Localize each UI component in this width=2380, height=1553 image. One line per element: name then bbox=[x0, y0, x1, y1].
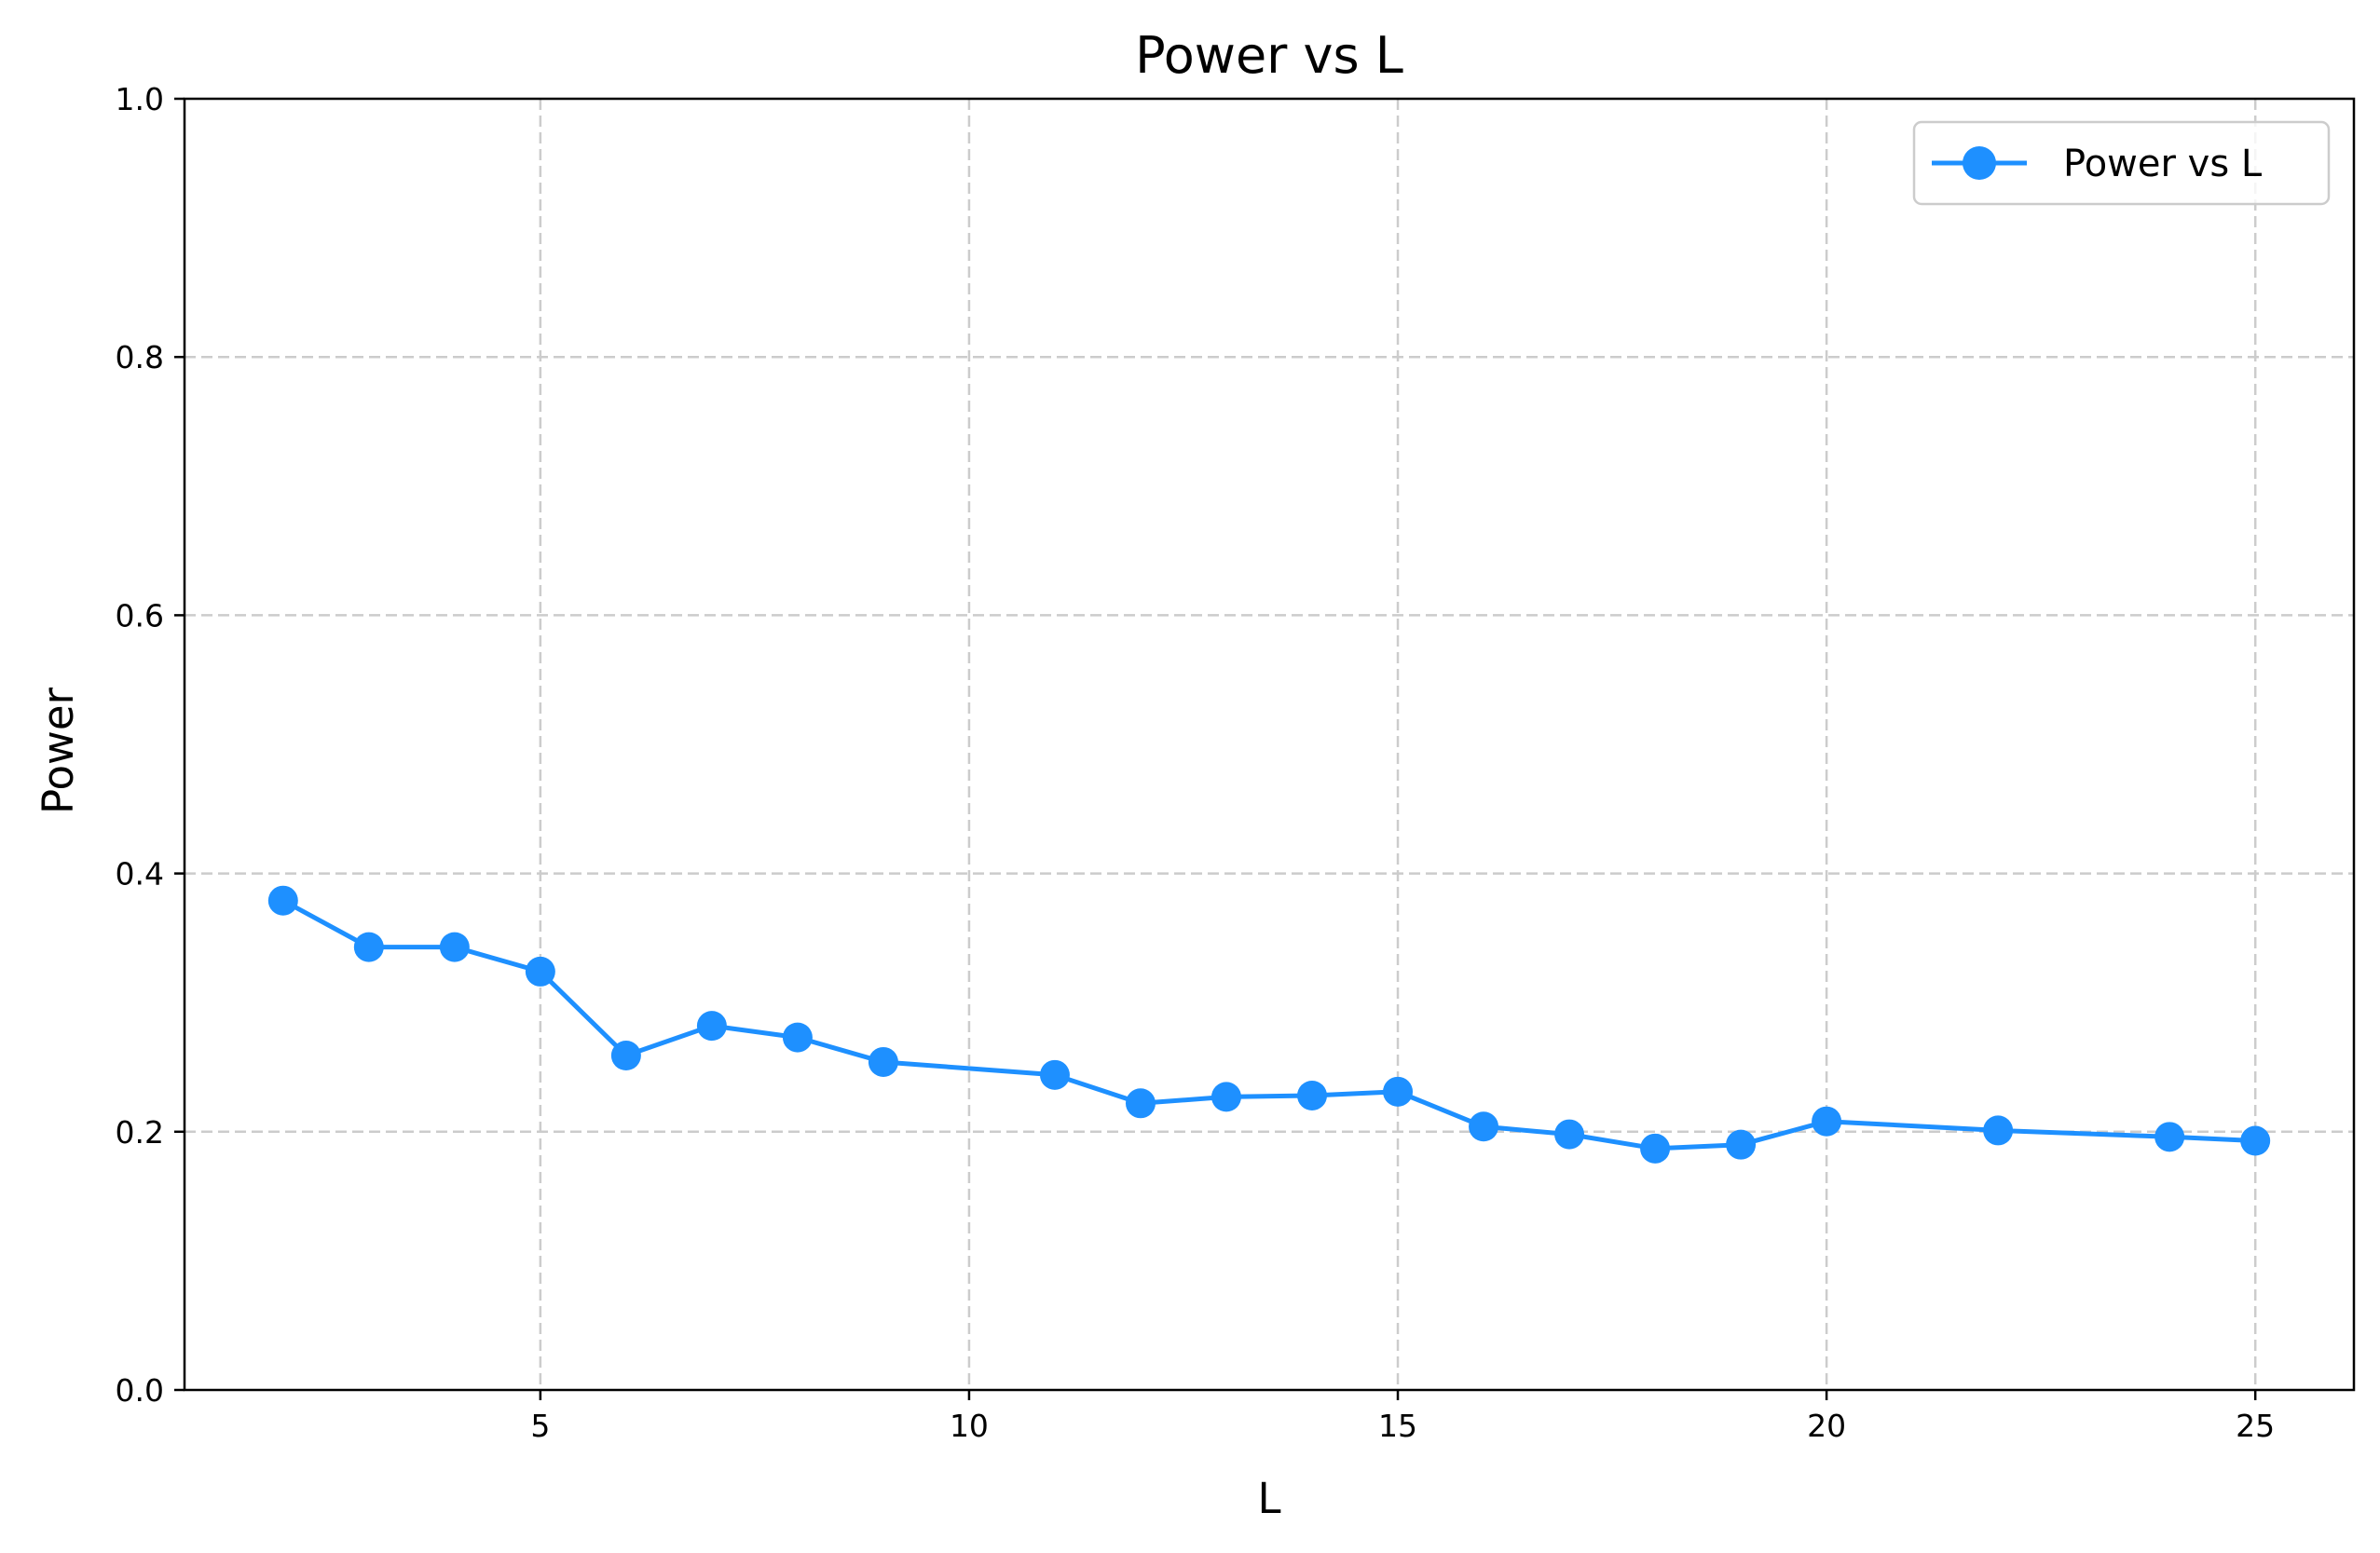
series-layer bbox=[267, 885, 2271, 1164]
data-point bbox=[353, 932, 384, 962]
data-point bbox=[525, 956, 555, 987]
data-point bbox=[439, 932, 470, 962]
data-point bbox=[696, 1011, 727, 1042]
data-point bbox=[1297, 1080, 1328, 1110]
x-axis-title: L bbox=[1257, 1474, 1280, 1523]
chart-title: Power vs L bbox=[1135, 26, 1403, 85]
x-tick-label: 10 bbox=[950, 1408, 989, 1444]
data-point bbox=[1554, 1119, 1585, 1150]
data-point bbox=[2154, 1122, 2185, 1152]
legend-box bbox=[1912, 120, 2331, 206]
data-point bbox=[868, 1046, 898, 1077]
data-point bbox=[1726, 1129, 1757, 1160]
y-tick-label: 0.2 bbox=[116, 1114, 164, 1151]
x-tick-label: 20 bbox=[1807, 1408, 1846, 1444]
legend: Power vs L bbox=[1912, 120, 2331, 206]
data-point bbox=[267, 885, 298, 916]
x-tick-label: 25 bbox=[2236, 1408, 2275, 1444]
y-tick-label: 0.6 bbox=[116, 597, 164, 633]
data-point bbox=[1640, 1133, 1671, 1164]
axis-ticks: 5 10 15 20 25 0.0 0.2 0.4 0.6 0.8 1.0 bbox=[116, 81, 2276, 1444]
data-point bbox=[1469, 1111, 1499, 1142]
grid-lines bbox=[185, 99, 2354, 1390]
data-point bbox=[2240, 1125, 2271, 1156]
data-point bbox=[782, 1022, 813, 1053]
y-axis-title: Power bbox=[34, 687, 83, 814]
y-tick-label: 1.0 bbox=[116, 81, 164, 117]
data-point bbox=[1211, 1082, 1241, 1112]
data-point bbox=[1125, 1088, 1156, 1119]
data-point bbox=[610, 1041, 641, 1071]
x-tick-label: 15 bbox=[1378, 1408, 1417, 1444]
data-point bbox=[1812, 1106, 1842, 1137]
data-point bbox=[1039, 1059, 1070, 1090]
x-tick-label: 5 bbox=[530, 1408, 550, 1444]
legend-label: Power vs L bbox=[2063, 143, 2263, 185]
data-point bbox=[1383, 1076, 1414, 1107]
y-tick-label: 0.0 bbox=[116, 1372, 164, 1409]
plot-frame bbox=[183, 97, 2356, 1392]
y-tick-label: 0.8 bbox=[116, 339, 164, 375]
data-point bbox=[1983, 1115, 2014, 1146]
legend-marker-swatch bbox=[1963, 146, 1996, 180]
y-tick-label: 0.4 bbox=[116, 856, 164, 892]
